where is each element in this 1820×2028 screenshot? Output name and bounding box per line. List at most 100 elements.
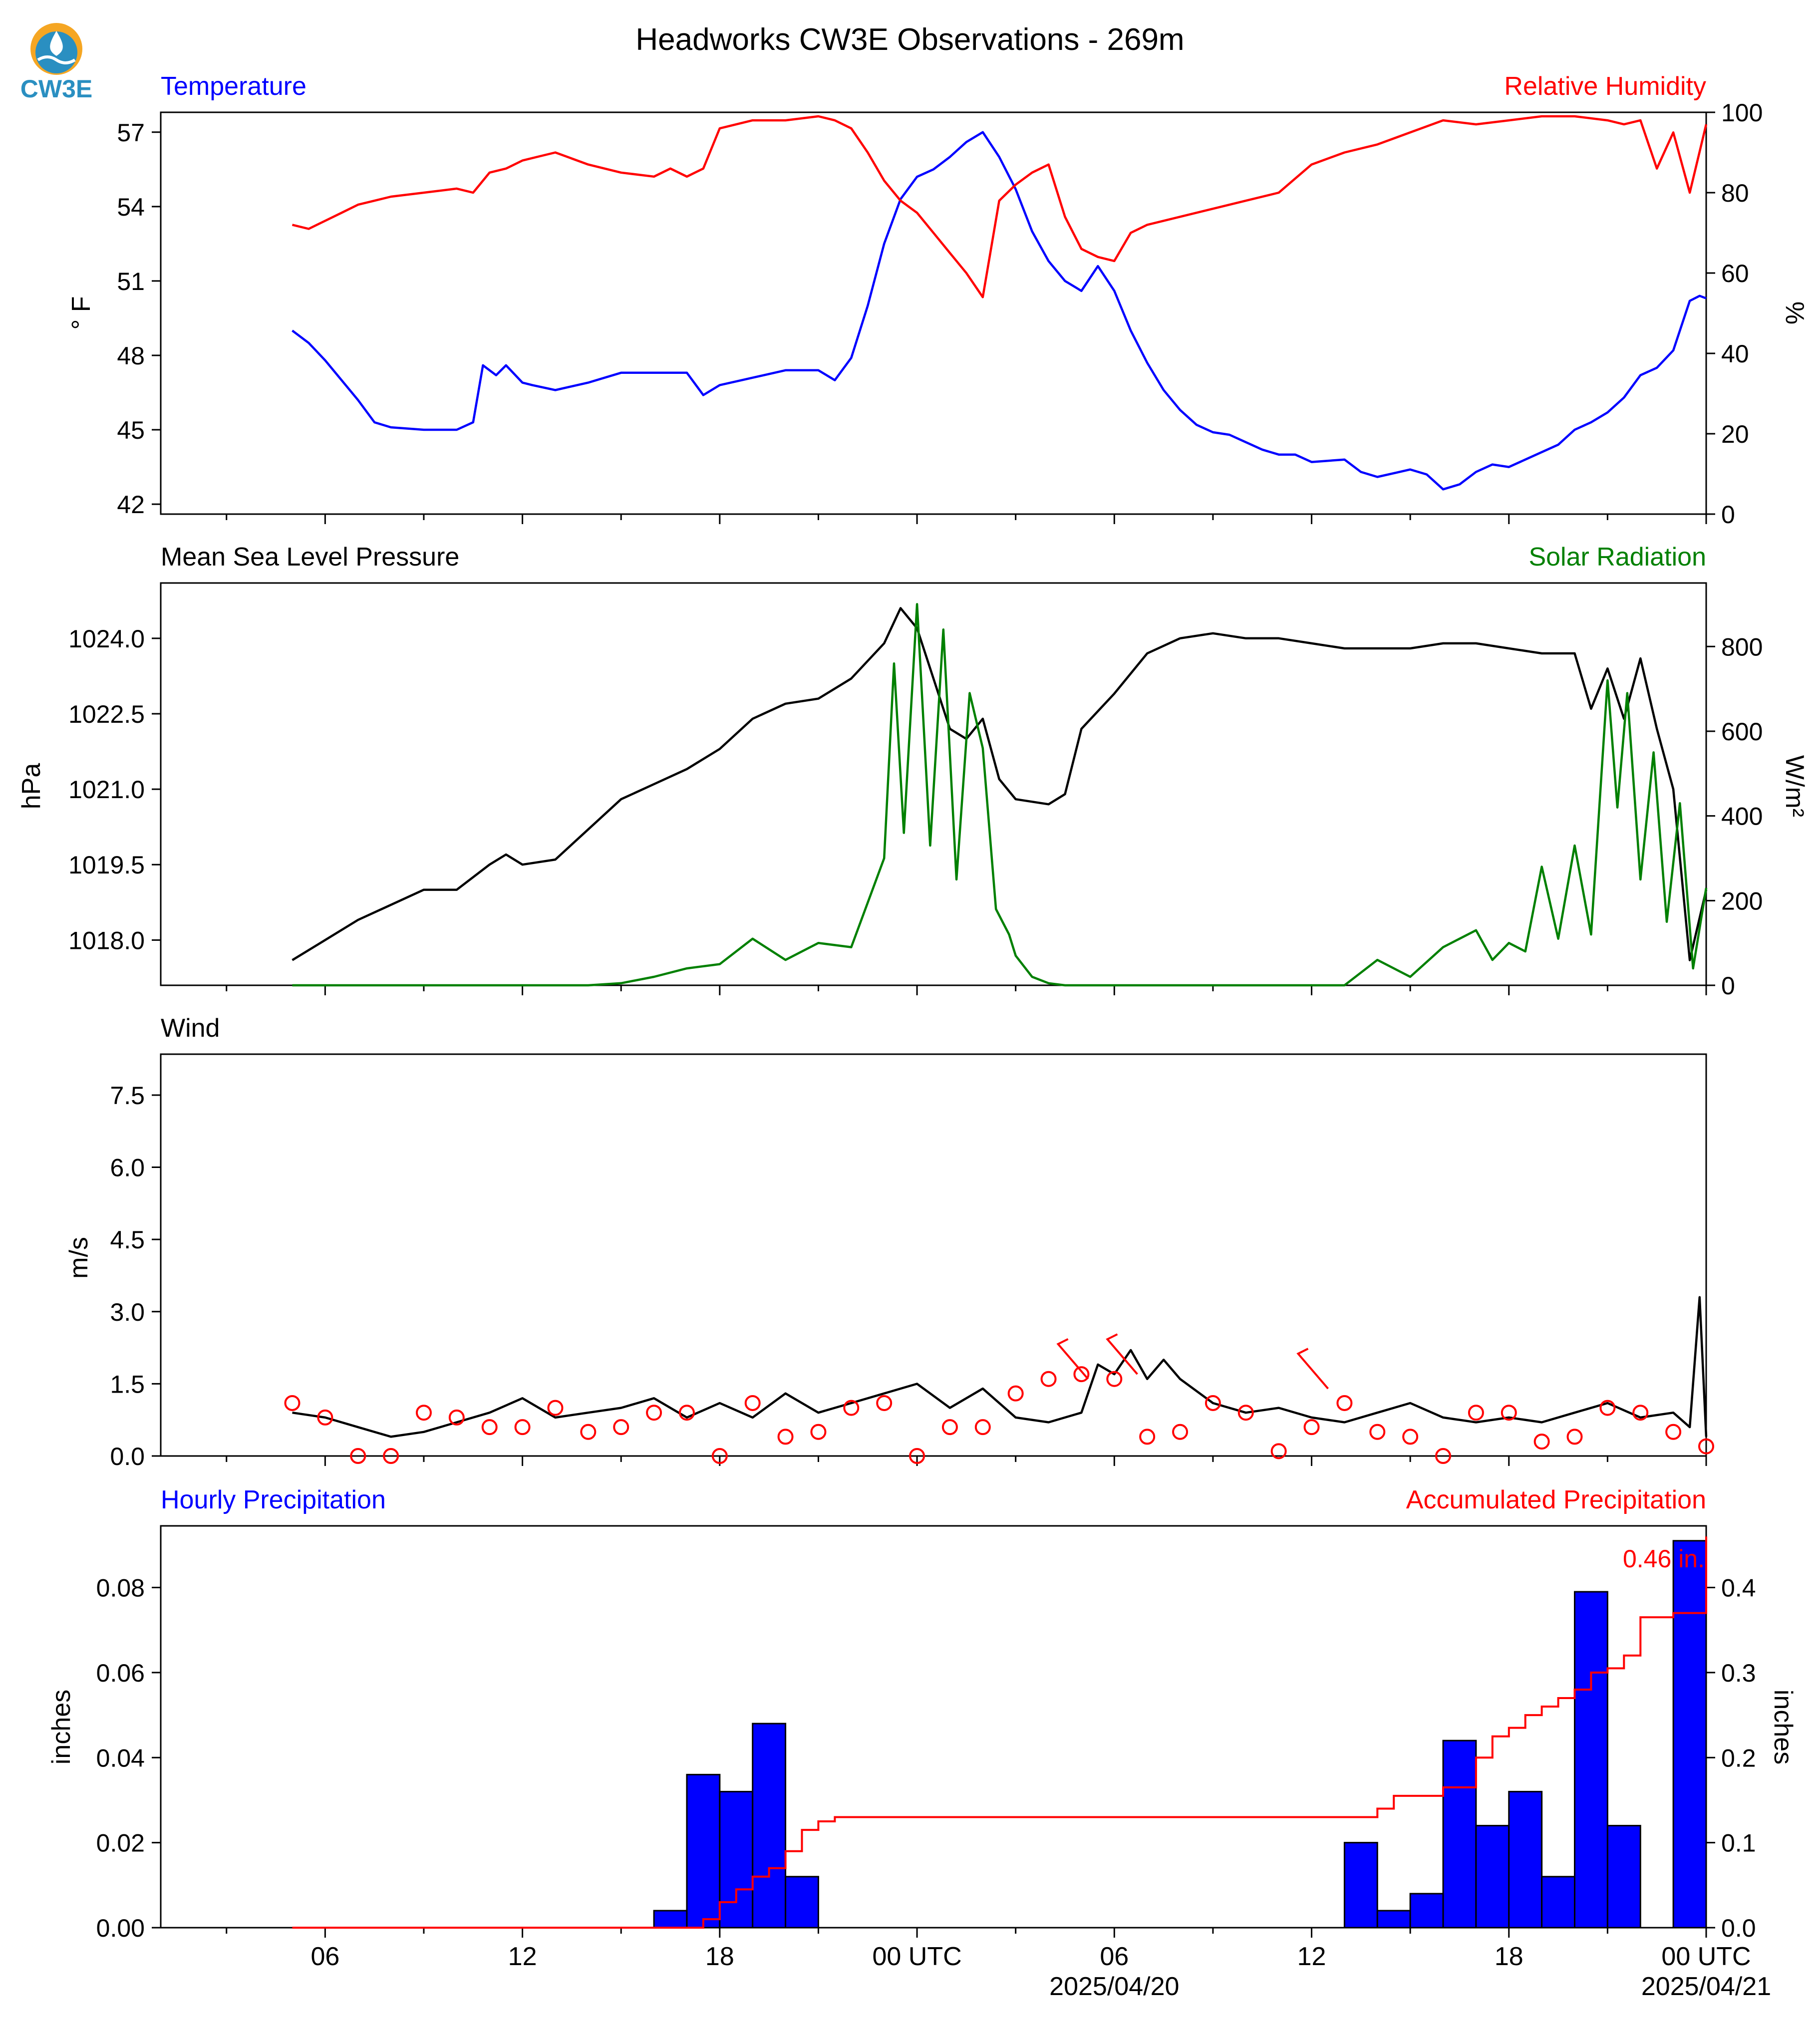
precip-bar — [1376, 1910, 1411, 1929]
wind-barb — [1296, 1348, 1329, 1390]
ytick-label-left: 42 — [117, 491, 145, 519]
ytick-label-left: 1021.0 — [68, 776, 145, 804]
precip-bar — [1508, 1790, 1543, 1929]
ytick-label-right: 800 — [1721, 633, 1763, 661]
logo-text: CW3E — [20, 75, 92, 103]
ytick-label-left: 3.0 — [110, 1298, 145, 1326]
figure-title: Headworks CW3E Observations - 269m — [635, 22, 1184, 57]
precip-bar — [1409, 1893, 1444, 1929]
xtick-label: 06 — [1100, 1942, 1129, 1971]
wind-obs-marker — [350, 1448, 366, 1464]
left-axis-label: inches — [47, 1690, 76, 1764]
mean-sea-level-pressure-line — [292, 607, 1708, 961]
ytick-label-right: 20 — [1721, 420, 1749, 448]
ytick-label-right: 0.2 — [1721, 1744, 1756, 1772]
ytick-label-left: 0.02 — [96, 1829, 145, 1857]
wind-obs-marker — [909, 1448, 925, 1464]
ytick-label-left: 1.5 — [110, 1370, 145, 1398]
precip-bar — [785, 1876, 819, 1929]
left-axis-label: ° F — [67, 296, 96, 329]
ytick-label-right: 200 — [1721, 887, 1763, 915]
wind-obs-marker — [415, 1405, 432, 1421]
panel-frame — [160, 111, 1707, 515]
right-axis-label: W/m² — [1780, 755, 1809, 817]
right-axis-label: % — [1780, 301, 1809, 324]
precip-bar — [1606, 1825, 1641, 1929]
date-label: 2025/04/21 — [1641, 1972, 1771, 2001]
left-title: Hourly Precipitation — [161, 1485, 386, 1514]
ytick-label-right: 0.3 — [1721, 1659, 1756, 1687]
wind-obs-marker — [1369, 1424, 1386, 1440]
ytick-label-left: 0.0 — [110, 1443, 145, 1470]
precip-bar — [1343, 1842, 1378, 1929]
wind-obs-marker — [448, 1409, 465, 1426]
left-title: Temperature — [161, 72, 306, 101]
xtick-label: 18 — [705, 1942, 734, 1971]
xtick-label: 18 — [1495, 1942, 1523, 1971]
wind-obs-marker — [711, 1448, 728, 1464]
ytick-label-left: 1018.0 — [68, 926, 145, 954]
wind-obs-marker — [613, 1419, 629, 1436]
xtick-label: 12 — [1297, 1942, 1326, 1971]
ytick-label-left: 54 — [117, 193, 145, 221]
wind-barb — [1106, 1333, 1138, 1375]
wind-obs-marker — [1599, 1400, 1616, 1416]
wind-obs-marker — [1533, 1434, 1550, 1450]
ytick-label-right: 600 — [1721, 718, 1763, 746]
right-axis-label: inches — [1769, 1690, 1798, 1764]
left-axis-label: hPa — [17, 763, 46, 810]
wind-line — [292, 1296, 1708, 1438]
ytick-label-right: 0 — [1721, 501, 1735, 529]
wind-obs-marker — [1237, 1405, 1254, 1421]
wind-obs-marker — [514, 1419, 531, 1436]
precip-bar — [1541, 1876, 1576, 1929]
precip-bar — [752, 1723, 787, 1929]
ytick-label-right: 100 — [1721, 99, 1763, 127]
wind-obs-marker — [1566, 1429, 1583, 1445]
wind-obs-marker — [547, 1400, 564, 1416]
wind-obs-marker — [1303, 1419, 1320, 1436]
ytick-label-right: 0.0 — [1721, 1914, 1756, 1942]
ytick-label-left: 0.00 — [96, 1914, 145, 1942]
ytick-label-right: 40 — [1721, 340, 1749, 368]
wind-obs-marker — [1007, 1385, 1024, 1402]
wind-obs-marker — [1205, 1395, 1221, 1411]
precip-bar — [1442, 1739, 1477, 1929]
wind-obs-marker — [1139, 1429, 1156, 1445]
wind-obs-marker — [1435, 1448, 1452, 1464]
panel-frame — [160, 582, 1707, 986]
wind-obs-marker — [1172, 1424, 1189, 1440]
logo-drop-icon — [50, 31, 63, 56]
xtick-label: 12 — [508, 1942, 537, 1971]
ytick-label-right: 400 — [1721, 803, 1763, 831]
ytick-label-left: 1019.5 — [68, 851, 145, 879]
precip-bar — [653, 1910, 688, 1929]
wind-obs-marker — [777, 1429, 794, 1445]
wind-obs-marker — [941, 1419, 958, 1436]
accumulated-annotation: 0.46 in. — [1623, 1545, 1705, 1573]
wind-obs-marker — [744, 1395, 761, 1411]
ytick-label-right: 0 — [1721, 972, 1735, 1000]
solar-radiation-line — [292, 603, 1708, 987]
wind-obs-marker — [481, 1419, 498, 1436]
ytick-label-left: 0.06 — [96, 1659, 145, 1687]
wind-obs-marker — [1468, 1405, 1484, 1421]
ytick-label-left: 48 — [117, 342, 145, 370]
wind-obs-marker — [974, 1419, 991, 1436]
wind-barb — [1056, 1338, 1089, 1380]
panel-frame — [160, 1053, 1707, 1457]
left-title: Wind — [161, 1014, 220, 1043]
wind-obs-marker — [1270, 1443, 1287, 1459]
xtick-label: 06 — [310, 1942, 339, 1971]
left-title: Mean Sea Level Pressure — [161, 543, 459, 572]
wind-obs-marker — [1073, 1366, 1090, 1383]
wind-obs-marker — [876, 1395, 893, 1411]
wind-obs-marker — [678, 1405, 695, 1421]
temperature-line — [292, 131, 1707, 491]
precip-bar — [1672, 1540, 1707, 1929]
ytick-label-left: 7.5 — [110, 1082, 145, 1110]
wind-obs-marker — [1501, 1405, 1517, 1421]
ytick-label-left: 0.08 — [96, 1574, 145, 1602]
xtick-label: 00 UTC — [872, 1942, 961, 1971]
